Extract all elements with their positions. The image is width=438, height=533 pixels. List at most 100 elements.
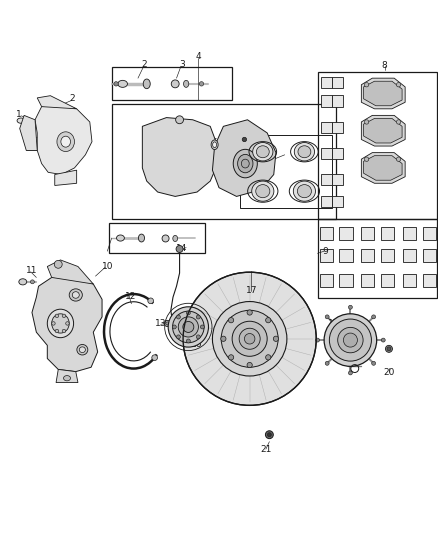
Text: 18: 18 bbox=[328, 319, 339, 328]
Ellipse shape bbox=[267, 433, 271, 437]
Ellipse shape bbox=[199, 82, 204, 86]
Text: 7: 7 bbox=[268, 155, 274, 164]
Ellipse shape bbox=[187, 339, 191, 343]
Bar bbox=[403, 274, 416, 287]
Bar bbox=[332, 196, 343, 207]
Ellipse shape bbox=[396, 157, 401, 161]
Ellipse shape bbox=[177, 315, 180, 319]
Polygon shape bbox=[364, 81, 402, 106]
Bar bbox=[361, 274, 374, 287]
Ellipse shape bbox=[364, 83, 369, 87]
Bar bbox=[240, 135, 332, 208]
Polygon shape bbox=[364, 118, 402, 143]
Ellipse shape bbox=[166, 322, 169, 325]
Ellipse shape bbox=[387, 347, 391, 351]
Ellipse shape bbox=[178, 317, 198, 337]
Polygon shape bbox=[47, 260, 93, 284]
Text: 14: 14 bbox=[176, 245, 187, 254]
Text: 20: 20 bbox=[383, 368, 395, 377]
Text: 10: 10 bbox=[102, 262, 113, 271]
Bar bbox=[318, 71, 437, 219]
Ellipse shape bbox=[265, 318, 271, 323]
Bar bbox=[320, 227, 333, 240]
Ellipse shape bbox=[30, 280, 34, 284]
Ellipse shape bbox=[52, 322, 55, 325]
Ellipse shape bbox=[343, 333, 357, 347]
Ellipse shape bbox=[196, 335, 200, 339]
Polygon shape bbox=[20, 115, 37, 150]
Ellipse shape bbox=[381, 338, 385, 342]
Ellipse shape bbox=[196, 315, 200, 319]
Ellipse shape bbox=[171, 80, 179, 88]
Ellipse shape bbox=[168, 307, 208, 347]
Ellipse shape bbox=[138, 234, 145, 242]
Bar bbox=[423, 249, 436, 262]
Text: 19: 19 bbox=[363, 344, 374, 353]
Bar bbox=[332, 122, 343, 133]
Polygon shape bbox=[361, 152, 405, 183]
Ellipse shape bbox=[148, 298, 154, 304]
Ellipse shape bbox=[338, 327, 363, 353]
Ellipse shape bbox=[61, 136, 71, 147]
Ellipse shape bbox=[349, 305, 352, 309]
Ellipse shape bbox=[298, 146, 311, 158]
Text: 15: 15 bbox=[185, 320, 196, 329]
Ellipse shape bbox=[244, 334, 255, 344]
Text: 1: 1 bbox=[15, 110, 21, 118]
Bar bbox=[321, 196, 332, 207]
Bar bbox=[321, 122, 332, 133]
Ellipse shape bbox=[247, 310, 252, 315]
Ellipse shape bbox=[17, 118, 25, 123]
Ellipse shape bbox=[62, 329, 66, 333]
Ellipse shape bbox=[212, 302, 287, 376]
Ellipse shape bbox=[173, 311, 204, 343]
Ellipse shape bbox=[19, 279, 27, 285]
Text: 2: 2 bbox=[142, 60, 147, 69]
Bar bbox=[381, 227, 394, 240]
Bar bbox=[361, 249, 374, 262]
Ellipse shape bbox=[385, 345, 392, 352]
Ellipse shape bbox=[62, 314, 66, 318]
Ellipse shape bbox=[64, 376, 71, 381]
Ellipse shape bbox=[247, 362, 252, 368]
Bar bbox=[381, 249, 394, 262]
Ellipse shape bbox=[55, 329, 59, 333]
Text: 16: 16 bbox=[191, 340, 203, 349]
Ellipse shape bbox=[173, 236, 178, 241]
Bar bbox=[321, 174, 332, 185]
Ellipse shape bbox=[143, 79, 150, 88]
Text: 21: 21 bbox=[260, 445, 272, 454]
Ellipse shape bbox=[164, 320, 170, 327]
Ellipse shape bbox=[325, 361, 329, 365]
Bar bbox=[320, 274, 333, 287]
Ellipse shape bbox=[325, 315, 329, 319]
Text: 9: 9 bbox=[322, 247, 328, 256]
Polygon shape bbox=[142, 118, 217, 197]
Ellipse shape bbox=[55, 314, 59, 318]
Ellipse shape bbox=[183, 321, 194, 333]
Ellipse shape bbox=[253, 142, 273, 161]
Ellipse shape bbox=[177, 335, 180, 339]
Ellipse shape bbox=[162, 235, 169, 242]
Polygon shape bbox=[56, 369, 78, 383]
Ellipse shape bbox=[364, 120, 369, 124]
Bar bbox=[381, 274, 394, 287]
Bar bbox=[332, 95, 343, 107]
Ellipse shape bbox=[273, 336, 279, 342]
Polygon shape bbox=[55, 170, 77, 185]
Text: 4: 4 bbox=[196, 52, 201, 61]
Ellipse shape bbox=[200, 325, 204, 329]
Ellipse shape bbox=[294, 142, 314, 161]
Ellipse shape bbox=[152, 355, 158, 360]
Ellipse shape bbox=[239, 328, 260, 349]
Bar bbox=[320, 249, 333, 262]
Ellipse shape bbox=[315, 338, 320, 342]
Ellipse shape bbox=[237, 155, 253, 173]
Ellipse shape bbox=[372, 315, 376, 319]
Ellipse shape bbox=[372, 361, 376, 365]
Ellipse shape bbox=[72, 292, 79, 298]
Ellipse shape bbox=[176, 246, 183, 253]
Ellipse shape bbox=[47, 309, 74, 338]
Ellipse shape bbox=[66, 322, 69, 325]
Polygon shape bbox=[37, 96, 77, 109]
